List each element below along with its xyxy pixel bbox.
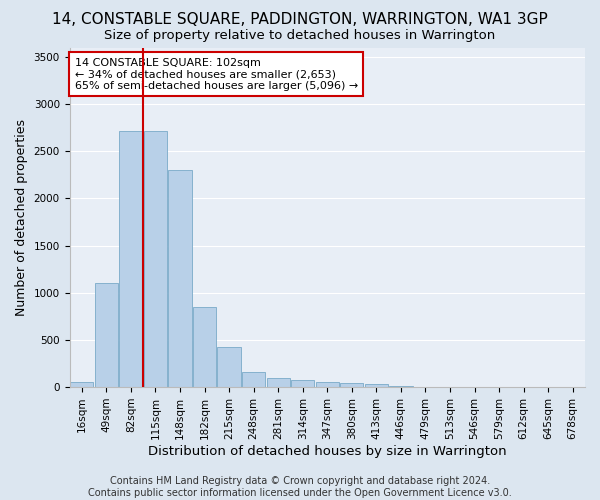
Bar [193, 307, 216, 387]
Text: Contains HM Land Registry data © Crown copyright and database right 2024.
Contai: Contains HM Land Registry data © Crown c… [88, 476, 512, 498]
Text: 14, CONSTABLE SQUARE, PADDINGTON, WARRINGTON, WA1 3GP: 14, CONSTABLE SQUARE, PADDINGTON, WARRIN… [52, 12, 548, 28]
Bar [365, 384, 388, 387]
Y-axis label: Number of detached properties: Number of detached properties [15, 119, 28, 316]
Bar [119, 130, 143, 387]
Bar [242, 372, 265, 387]
Text: Size of property relative to detached houses in Warrington: Size of property relative to detached ho… [104, 29, 496, 42]
Text: 14 CONSTABLE SQUARE: 102sqm
← 34% of detached houses are smaller (2,653)
65% of : 14 CONSTABLE SQUARE: 102sqm ← 34% of det… [74, 58, 358, 91]
Bar [266, 378, 290, 387]
X-axis label: Distribution of detached houses by size in Warrington: Distribution of detached houses by size … [148, 444, 506, 458]
Bar [316, 382, 339, 387]
Bar [144, 130, 167, 387]
Bar [389, 386, 413, 387]
Bar [70, 382, 94, 387]
Bar [95, 284, 118, 387]
Bar [340, 384, 364, 387]
Bar [217, 346, 241, 387]
Bar [169, 170, 191, 387]
Bar [291, 380, 314, 387]
